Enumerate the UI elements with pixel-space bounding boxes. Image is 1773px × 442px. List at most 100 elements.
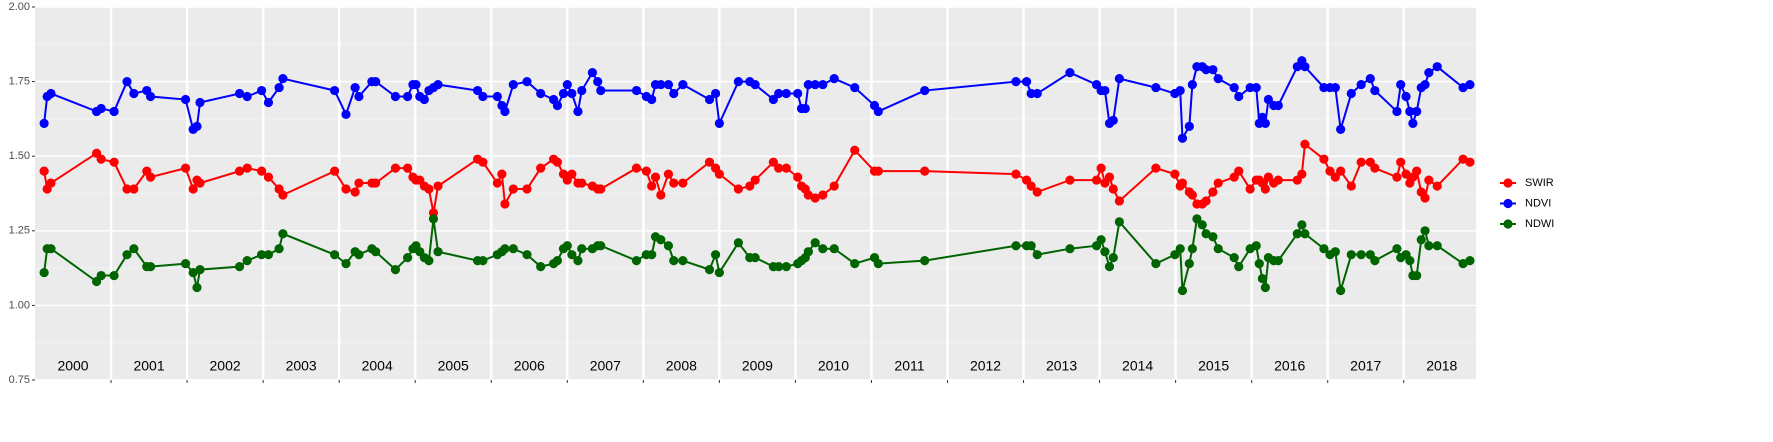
year-label: 2015 [1198, 358, 1229, 374]
point [850, 82, 860, 93]
point [663, 169, 674, 179]
point [567, 169, 577, 179]
point [257, 166, 267, 176]
year-label: 2008 [666, 358, 697, 374]
point [647, 181, 657, 191]
y-tick-label: 1.75 [9, 76, 30, 88]
point [1254, 259, 1264, 269]
point [1114, 196, 1124, 206]
point [669, 256, 679, 266]
point [1273, 100, 1283, 111]
point [122, 250, 132, 260]
point [424, 256, 434, 266]
point [278, 74, 288, 84]
point [1229, 253, 1239, 263]
point [109, 157, 119, 167]
point [195, 178, 205, 188]
point [873, 106, 883, 117]
point [263, 172, 274, 182]
point [733, 238, 743, 248]
year-label: 2001 [133, 358, 164, 374]
point [46, 88, 56, 99]
year-label: 2017 [1350, 358, 1381, 374]
point [129, 184, 139, 194]
point [145, 262, 156, 272]
point [818, 190, 828, 200]
point [1251, 241, 1261, 251]
point [478, 91, 488, 102]
point [122, 77, 132, 87]
point [1108, 115, 1118, 125]
point [1330, 82, 1340, 93]
point [781, 262, 791, 272]
point [1465, 157, 1475, 167]
point [500, 199, 510, 209]
point [1213, 74, 1223, 84]
year-label: 2009 [742, 358, 773, 374]
point [800, 103, 810, 114]
point [424, 184, 434, 194]
point [1151, 82, 1161, 93]
point [508, 79, 518, 90]
year-label: 2002 [210, 358, 241, 374]
point [1273, 256, 1283, 266]
point [920, 85, 930, 96]
point [596, 85, 606, 96]
point [1297, 220, 1307, 230]
point [278, 190, 288, 200]
point [1465, 79, 1475, 90]
year-label: 2011 [894, 358, 924, 374]
point [1100, 247, 1110, 257]
y-tick-label: 2.00 [9, 1, 30, 13]
point [793, 172, 803, 182]
point [403, 163, 413, 173]
point [1213, 178, 1223, 188]
point [704, 157, 715, 167]
point [390, 91, 401, 102]
point [1114, 217, 1124, 227]
point [1032, 187, 1042, 197]
point [647, 94, 657, 105]
point [1011, 77, 1021, 87]
point [1336, 285, 1346, 296]
year-label: 2016 [1274, 358, 1305, 374]
point [781, 163, 791, 173]
year-label: 2010 [818, 358, 849, 374]
point [803, 247, 813, 257]
point [180, 94, 191, 105]
point [1032, 250, 1042, 260]
point [403, 253, 413, 263]
point [768, 157, 778, 167]
point [573, 256, 583, 266]
point [39, 118, 49, 128]
point [704, 94, 715, 105]
point [774, 88, 784, 99]
point [656, 235, 666, 245]
year-label: 2006 [514, 358, 545, 374]
point [195, 264, 205, 275]
point [577, 178, 587, 188]
point [242, 256, 252, 266]
legend-marker [1503, 198, 1513, 209]
point [371, 178, 381, 188]
point [96, 270, 106, 281]
point [1096, 235, 1106, 245]
point [793, 88, 803, 99]
point [500, 106, 510, 117]
legend-label: NDVI [1525, 197, 1551, 209]
point [1432, 62, 1442, 72]
point [1184, 259, 1194, 269]
point [371, 247, 381, 257]
point [330, 250, 340, 260]
year-label: 2018 [1426, 358, 1457, 374]
legend-marker [1503, 178, 1513, 188]
point [1263, 172, 1274, 182]
point [522, 77, 532, 87]
point [341, 184, 351, 194]
point [1325, 166, 1335, 176]
point [536, 88, 546, 99]
point [109, 270, 119, 281]
point [1416, 235, 1426, 245]
point [567, 250, 577, 260]
point [803, 79, 813, 90]
